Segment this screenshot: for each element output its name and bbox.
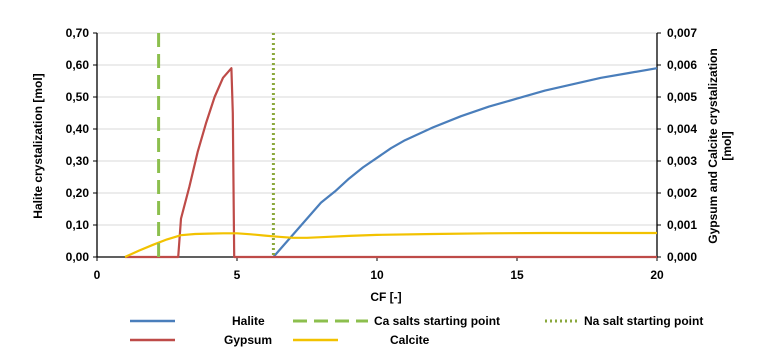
x-tick-label: 10 [370, 268, 384, 282]
x-tick-label: 15 [510, 268, 524, 282]
series-line-calcite [124, 231, 657, 259]
y2-tick-label: 0,002 [667, 186, 697, 200]
y-tick-label: 0,30 [66, 154, 90, 168]
y2-tick-label: 0,001 [667, 218, 697, 232]
tick-labels: 0,00 0,000 0,10 0,001 0,20 0,002 0,30 0,003 0,40… [66, 26, 698, 282]
y2-tick-label: 0,006 [667, 58, 697, 72]
y2-tick-label: 0,003 [667, 154, 697, 168]
y2-axis-title-line2: [mol] [720, 131, 734, 160]
legend-label-ca-salts: Ca salts starting point [374, 314, 500, 328]
x-tick-label: 5 [234, 268, 241, 282]
y-axis-title: Halite crystalization [mol] [31, 73, 45, 218]
y-tick-label: 0,70 [66, 26, 90, 40]
legend-label-na-salt: Na salt starting point [584, 314, 703, 328]
x-tick-label: 20 [650, 268, 664, 282]
legend-label-gypsum: Gypsum [224, 333, 272, 347]
y2-tick-label: 0,005 [667, 90, 697, 104]
y2-tick-label: 0,007 [667, 26, 697, 40]
y-tick-label: 0,10 [66, 218, 90, 232]
legend-label-halite: Halite [232, 314, 265, 328]
axes [93, 32, 661, 261]
series-line-halite [272, 67, 658, 258]
y-tick-label: 0,50 [66, 90, 90, 104]
y2-tick-label: 0,000 [667, 250, 697, 264]
series-line-gypsum [125, 67, 657, 259]
y-tick-label: 0,00 [66, 250, 90, 264]
legend: Halite Ca salts starting point Na salt s… [130, 314, 703, 347]
x-axis-title: CF [-] [370, 290, 401, 304]
y-tick-label: 0,60 [66, 58, 90, 72]
y-tick-label: 0,40 [66, 122, 90, 136]
series-group [124, 33, 658, 259]
legend-label-calcite: Calcite [390, 333, 430, 347]
y2-tick-label: 0,004 [667, 122, 697, 136]
y2-axis-title-line1: Gypsum and Calcite crystalization [706, 48, 720, 243]
grid-lines [97, 32, 657, 226]
x-tick-label: 0 [94, 268, 101, 282]
y-tick-label: 0,20 [66, 186, 90, 200]
